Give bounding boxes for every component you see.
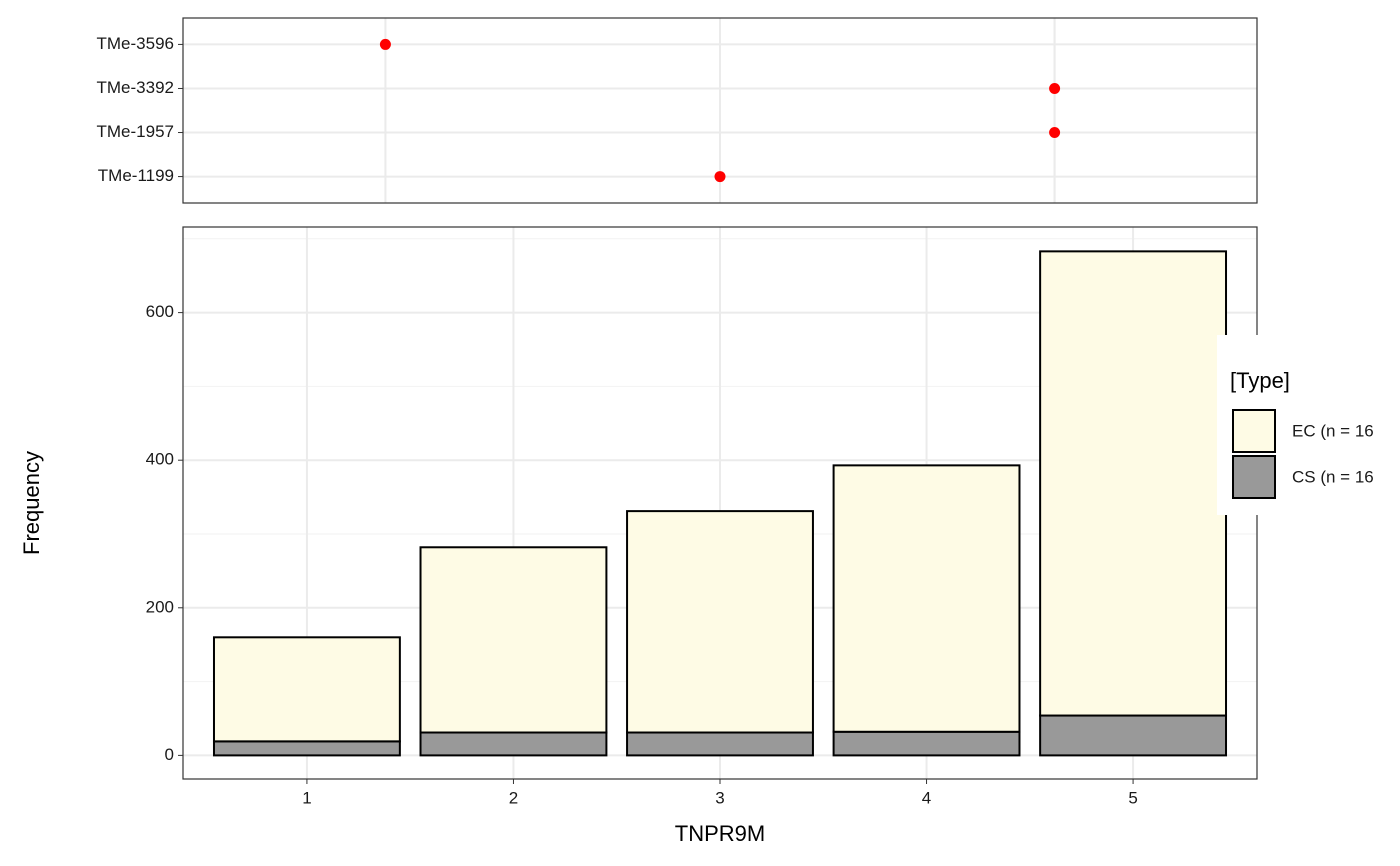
point xyxy=(1049,82,1061,94)
y-axis-title: Frequency xyxy=(19,451,44,555)
bar xyxy=(832,464,1021,733)
bar xyxy=(1039,250,1228,717)
bar xyxy=(1039,714,1228,757)
legend-label: CS (n = 16 xyxy=(1292,467,1374,486)
y-tick-label: TMe-3392 xyxy=(97,78,174,97)
bar xyxy=(419,731,608,757)
x-axis-title: TNPR9M xyxy=(675,821,765,846)
x-tick-label: 3 xyxy=(715,788,724,807)
legend-title: [Type] xyxy=(1230,368,1290,393)
x-tick-label: 1 xyxy=(302,788,311,807)
panel-border xyxy=(182,17,1258,204)
bar xyxy=(626,731,814,757)
y-tick-label: TMe-1957 xyxy=(97,122,174,141)
x-tick-label: 4 xyxy=(922,788,931,807)
x-tick-label: 2 xyxy=(509,788,518,807)
legend-label: EC (n = 16 xyxy=(1292,421,1374,440)
y-tick-label: 0 xyxy=(165,745,174,764)
bar xyxy=(419,546,608,734)
point xyxy=(714,171,726,183)
legend-swatch xyxy=(1232,455,1276,499)
x-tick-label: 5 xyxy=(1128,788,1137,807)
legend-swatch xyxy=(1232,409,1276,453)
point xyxy=(379,38,391,50)
y-tick-label: TMe-3596 xyxy=(97,34,174,53)
y-tick-label: TMe-1199 xyxy=(98,166,174,185)
bar xyxy=(832,730,1021,757)
y-tick-label: 200 xyxy=(146,597,174,616)
bar xyxy=(212,636,401,743)
y-tick-label: 600 xyxy=(146,302,174,321)
point xyxy=(1049,127,1061,139)
y-tick-label: 400 xyxy=(146,450,174,469)
bar xyxy=(212,740,401,757)
bar xyxy=(626,510,814,734)
